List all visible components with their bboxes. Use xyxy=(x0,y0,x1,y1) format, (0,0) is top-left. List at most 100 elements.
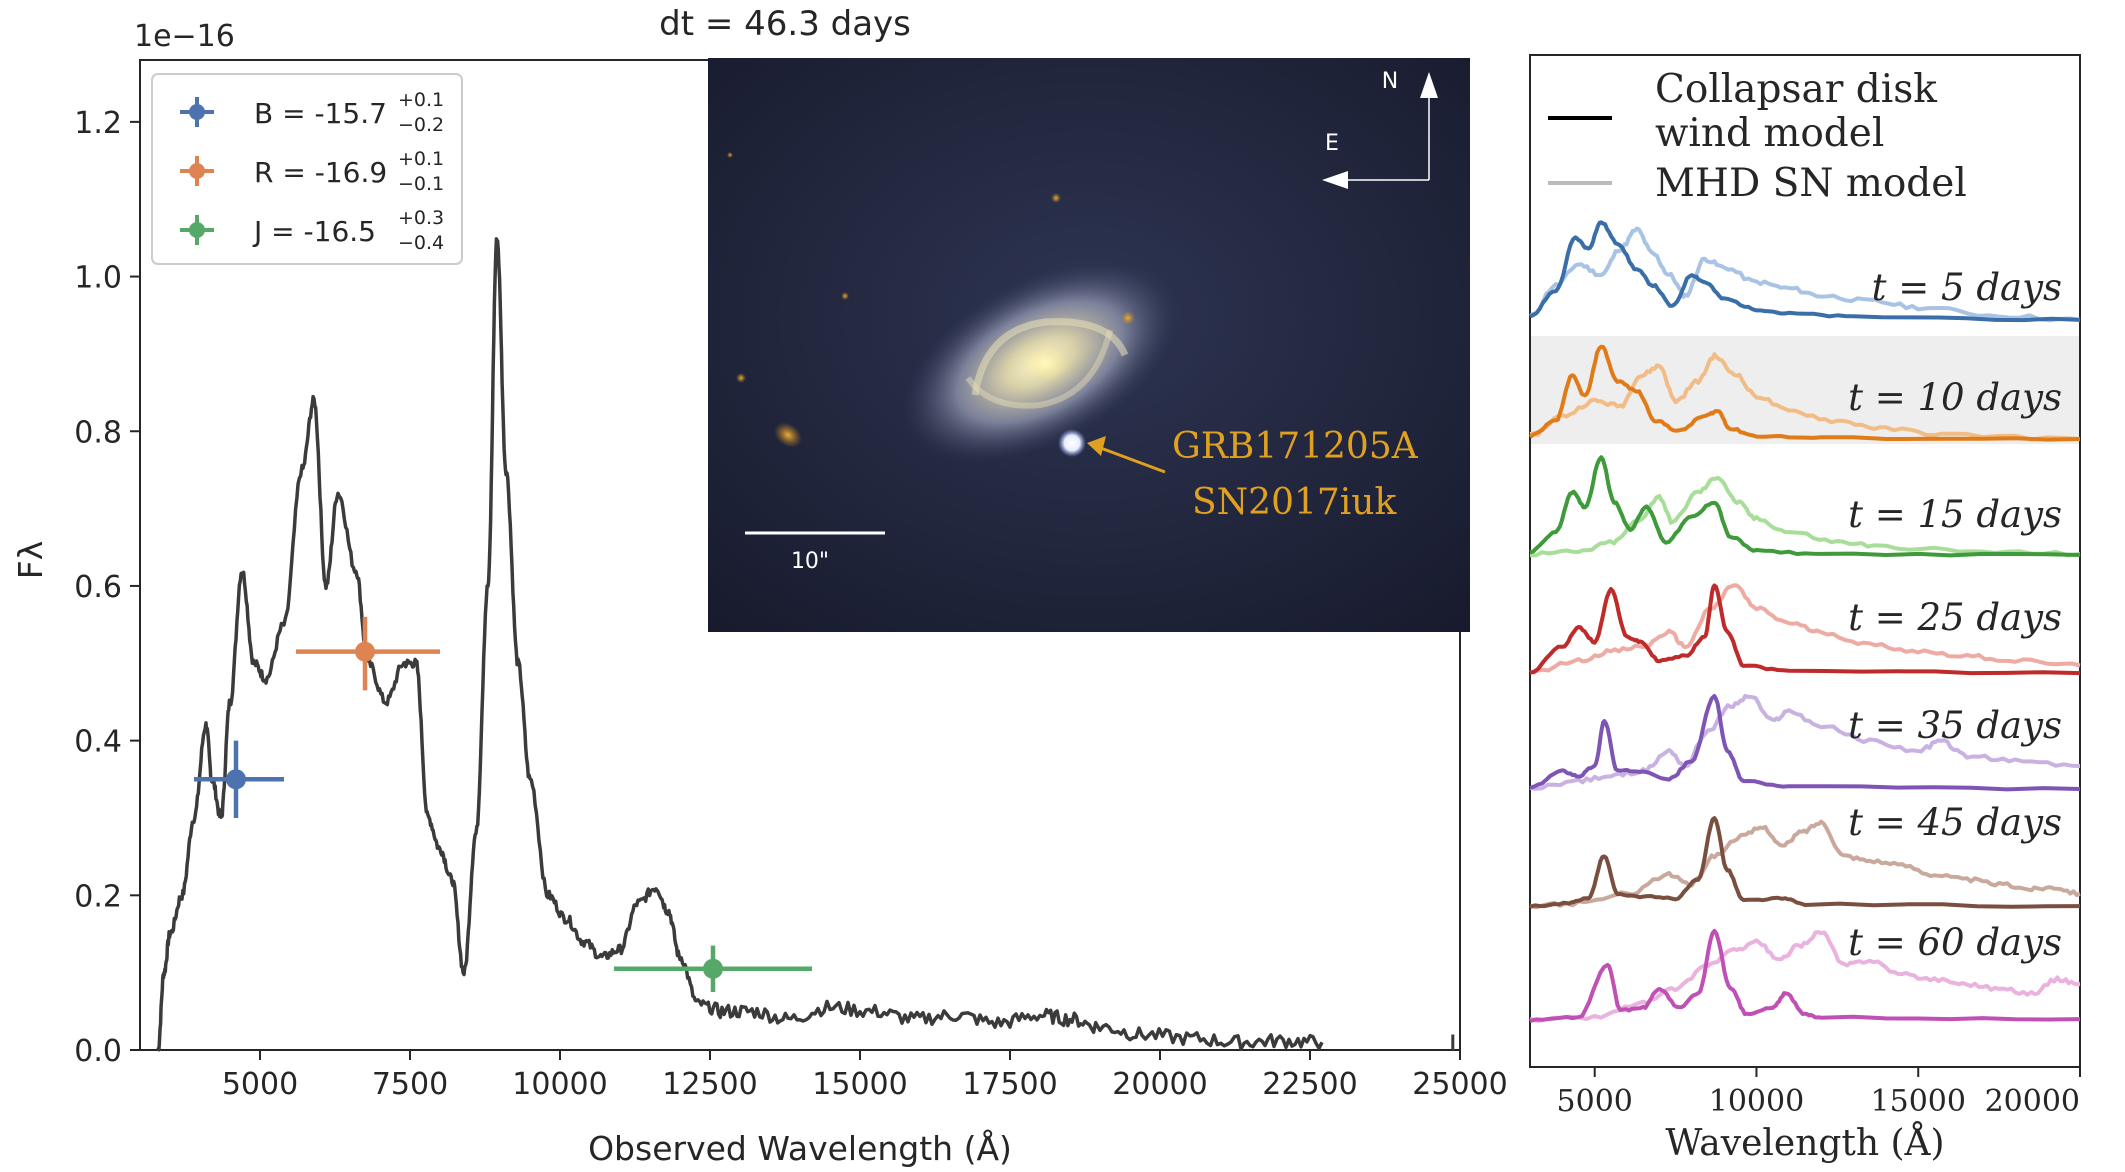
legend-entry-r: R = -16.9 +0.1 −0.1 xyxy=(180,148,444,195)
right-model-panel: t = 5 days t = 10 days t = 15 days t = 25 d… xyxy=(1528,54,2081,1164)
mhd-sn-spectrum xyxy=(1529,583,2081,675)
legend-entry-b: B = -15.7 +0.1 −0.2 xyxy=(180,89,444,136)
y-tick-label: 1.2 xyxy=(74,106,122,141)
legend-j-marker xyxy=(189,222,205,238)
model-spectra xyxy=(1528,220,2081,1024)
galaxy-core xyxy=(1022,347,1070,381)
legend-b-value: -15.7 xyxy=(314,97,386,130)
epoch-label: t = 10 days xyxy=(1848,376,2062,419)
y-tick-label: 0.4 xyxy=(74,725,122,760)
supernova-source xyxy=(1058,429,1086,457)
right-axes-frame xyxy=(1529,54,2081,1068)
target-label-sn: SN2017iuk xyxy=(1192,482,1397,523)
x-tick-label: 5000 xyxy=(222,1067,298,1102)
disk-wind-spectrum xyxy=(1529,220,2081,323)
north-arrow-icon xyxy=(1420,72,1438,98)
epoch-label: t = 45 days xyxy=(1848,801,2062,844)
mhd-sn-spectrum xyxy=(1529,475,2081,558)
angular-scale-label: 10" xyxy=(791,549,829,574)
legend-r-band: R xyxy=(254,156,273,189)
disk-wind-spectrum xyxy=(1529,694,2081,792)
right-xlabel: Wavelength (Å) xyxy=(1665,1122,1944,1164)
background-source xyxy=(841,292,849,300)
disk-wind-spectrum xyxy=(1528,344,2081,442)
x-tick-label: 12500 xyxy=(662,1067,757,1102)
legend-r-value: -16.9 xyxy=(315,156,387,189)
target-arrow-icon xyxy=(1087,436,1106,456)
epoch-label: t = 15 days xyxy=(1848,493,2062,536)
legend-b-err-plus: +0.1 xyxy=(398,89,444,111)
left-xlabel: Observed Wavelength (Å) xyxy=(588,1128,1012,1168)
y-tick-label: 1.0 xyxy=(74,261,122,296)
mhd-sn-spectrum xyxy=(1529,819,2081,910)
background-source xyxy=(736,373,746,383)
legend-j-err-plus: +0.3 xyxy=(398,207,444,229)
legend-j-band: J xyxy=(252,215,262,248)
svg-text:R = -16.9: R = -16.9 xyxy=(254,156,387,189)
left-legend-box xyxy=(151,73,463,265)
spiral-arm xyxy=(971,318,1129,396)
x-tick-label: 10000 xyxy=(1709,1084,1804,1119)
legend-disk-wind-label-1: Collapsar disk xyxy=(1655,67,1937,112)
left-legend: B = -15.7 +0.1 −0.2 R = -16.9 +0.1 −0.1 … xyxy=(151,73,463,265)
left-title: dt = 46.3 days xyxy=(659,4,911,44)
epoch-labels: t = 5 days t = 10 days t = 15 days t = 25 d… xyxy=(1848,266,2062,964)
x-tick-label: 15000 xyxy=(1871,1084,1966,1119)
x-tick-label: 15000 xyxy=(812,1067,907,1102)
epoch-label: t = 60 days xyxy=(1848,921,2062,964)
y-tick-label: 0.8 xyxy=(74,415,122,450)
epoch-label: t = 5 days xyxy=(1872,266,2062,309)
background-source xyxy=(727,152,733,158)
highlighted-epoch-band xyxy=(1531,336,2079,444)
disk-wind-spectrum xyxy=(1529,455,2081,558)
legend-b-band: B xyxy=(254,97,273,130)
x-tick-label: 5000 xyxy=(1557,1084,1633,1119)
north-label: N xyxy=(1382,69,1398,94)
right-x-ticks: 5000 10000 15000 20000 xyxy=(1557,1067,2081,1119)
epoch-label: t = 35 days xyxy=(1848,704,2062,747)
photometry-point-r xyxy=(355,641,375,662)
left-ylabel: Fλ xyxy=(11,541,50,580)
y-tick-label: 0.0 xyxy=(74,1034,122,1069)
disk-wind-spectrum xyxy=(1529,583,2081,676)
background-source xyxy=(1051,193,1061,203)
disk-wind-spectrum xyxy=(1529,928,2081,1023)
left-scale-note: 1e−16 xyxy=(134,19,235,54)
background-source xyxy=(774,422,802,448)
left-y-ticks: 0.0 0.2 0.4 0.6 0.8 1.0 1.2 xyxy=(74,106,140,1069)
x-tick-label: 22500 xyxy=(1262,1067,1357,1102)
x-tick-label: 10000 xyxy=(512,1067,607,1102)
legend-r-err-minus: −0.1 xyxy=(398,173,444,195)
spiral-arm xyxy=(965,329,1113,409)
legend-j-err-minus: −0.4 xyxy=(398,232,444,254)
left-x-ticks: 5000 7500 10000 12500 15000 17500 20000 22500 25… xyxy=(222,1050,1508,1102)
mhd-sn-spectrum xyxy=(1529,352,2081,442)
target-pointer-line xyxy=(1097,445,1166,474)
left-spectrum-panel: dt = 46.3 days 1e−16 5000 7500 10000 12500 1… xyxy=(11,4,1508,1168)
photometry-errorbars xyxy=(194,616,812,992)
legend-r-marker xyxy=(189,163,205,179)
right-legend: Collapsar disk wind model MHD SN model xyxy=(1548,67,1967,206)
x-tick-label: 17500 xyxy=(962,1067,1057,1102)
x-tick-label: 20000 xyxy=(1112,1067,1207,1102)
legend-b-err-minus: −0.2 xyxy=(398,114,444,136)
target-label-grb: GRB171205A xyxy=(1172,426,1419,467)
observed-spectrum-line xyxy=(156,237,1324,1052)
east-label: E xyxy=(1325,131,1339,156)
y-tick-label: 0.2 xyxy=(74,879,122,914)
x-tick-label: 7500 xyxy=(372,1067,448,1102)
legend-mhd-sn-label: MHD SN model xyxy=(1655,161,1967,206)
svg-text:B = -15.7: B = -15.7 xyxy=(254,97,387,130)
background-source xyxy=(1121,311,1135,325)
legend-disk-wind-label-2: wind model xyxy=(1655,111,1884,156)
photometry-point-b xyxy=(226,769,246,790)
epoch-label: t = 25 days xyxy=(1848,596,2062,639)
mhd-sn-spectrum xyxy=(1529,930,2081,1024)
y-tick-label: 0.6 xyxy=(74,570,122,605)
legend-entry-j: J = -16.5 +0.3 −0.4 xyxy=(180,207,444,254)
x-tick-label: 25000 xyxy=(1412,1067,1507,1102)
photometry-point-j xyxy=(703,958,723,979)
svg-text:J = -16.5: J = -16.5 xyxy=(252,215,376,248)
host-galaxy-image-inset: N E 10" GRB171205A SN2017iuk xyxy=(708,58,1470,632)
